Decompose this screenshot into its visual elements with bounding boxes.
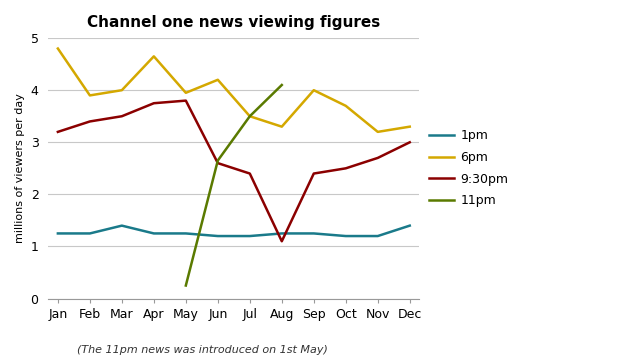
Line: 6pm: 6pm [58,49,410,132]
Text: (The 11pm news was introduced on 1st May): (The 11pm news was introduced on 1st May… [77,346,328,356]
9:30pm [342,166,349,171]
6pm [54,46,61,51]
6pm [214,77,221,82]
9:30pm [310,171,317,176]
9:30pm [246,171,253,176]
6pm [118,88,125,92]
11pm [182,283,189,288]
9:30pm [214,161,221,165]
1pm [150,231,157,236]
9:30pm [54,130,61,134]
Line: 11pm: 11pm [186,85,282,286]
1pm [214,234,221,238]
9:30pm [182,99,189,103]
9:30pm [150,101,157,105]
1pm [278,231,285,236]
9:30pm [118,114,125,119]
11pm [214,159,221,163]
6pm [246,114,253,119]
Line: 9:30pm: 9:30pm [58,101,410,241]
6pm [342,104,349,108]
Title: Channel one news viewing figures: Channel one news viewing figures [87,15,380,30]
1pm [118,223,125,228]
1pm [342,234,349,238]
6pm [86,93,93,97]
9:30pm [374,156,381,160]
1pm [310,231,317,236]
6pm [374,130,381,134]
11pm [246,114,253,119]
1pm [86,231,93,236]
6pm [150,54,157,59]
9:30pm [86,119,93,124]
1pm [374,234,381,238]
Legend: 1pm, 6pm, 9:30pm, 11pm: 1pm, 6pm, 9:30pm, 11pm [429,129,509,207]
Y-axis label: millions of viewers per day: millions of viewers per day [15,94,25,243]
6pm [278,125,285,129]
6pm [182,91,189,95]
6pm [406,125,413,129]
1pm [246,234,253,238]
1pm [182,231,189,236]
9:30pm [278,239,285,243]
11pm [278,83,285,87]
9:30pm [406,140,413,145]
Line: 1pm: 1pm [58,226,410,236]
6pm [310,88,317,92]
1pm [406,223,413,228]
1pm [54,231,61,236]
